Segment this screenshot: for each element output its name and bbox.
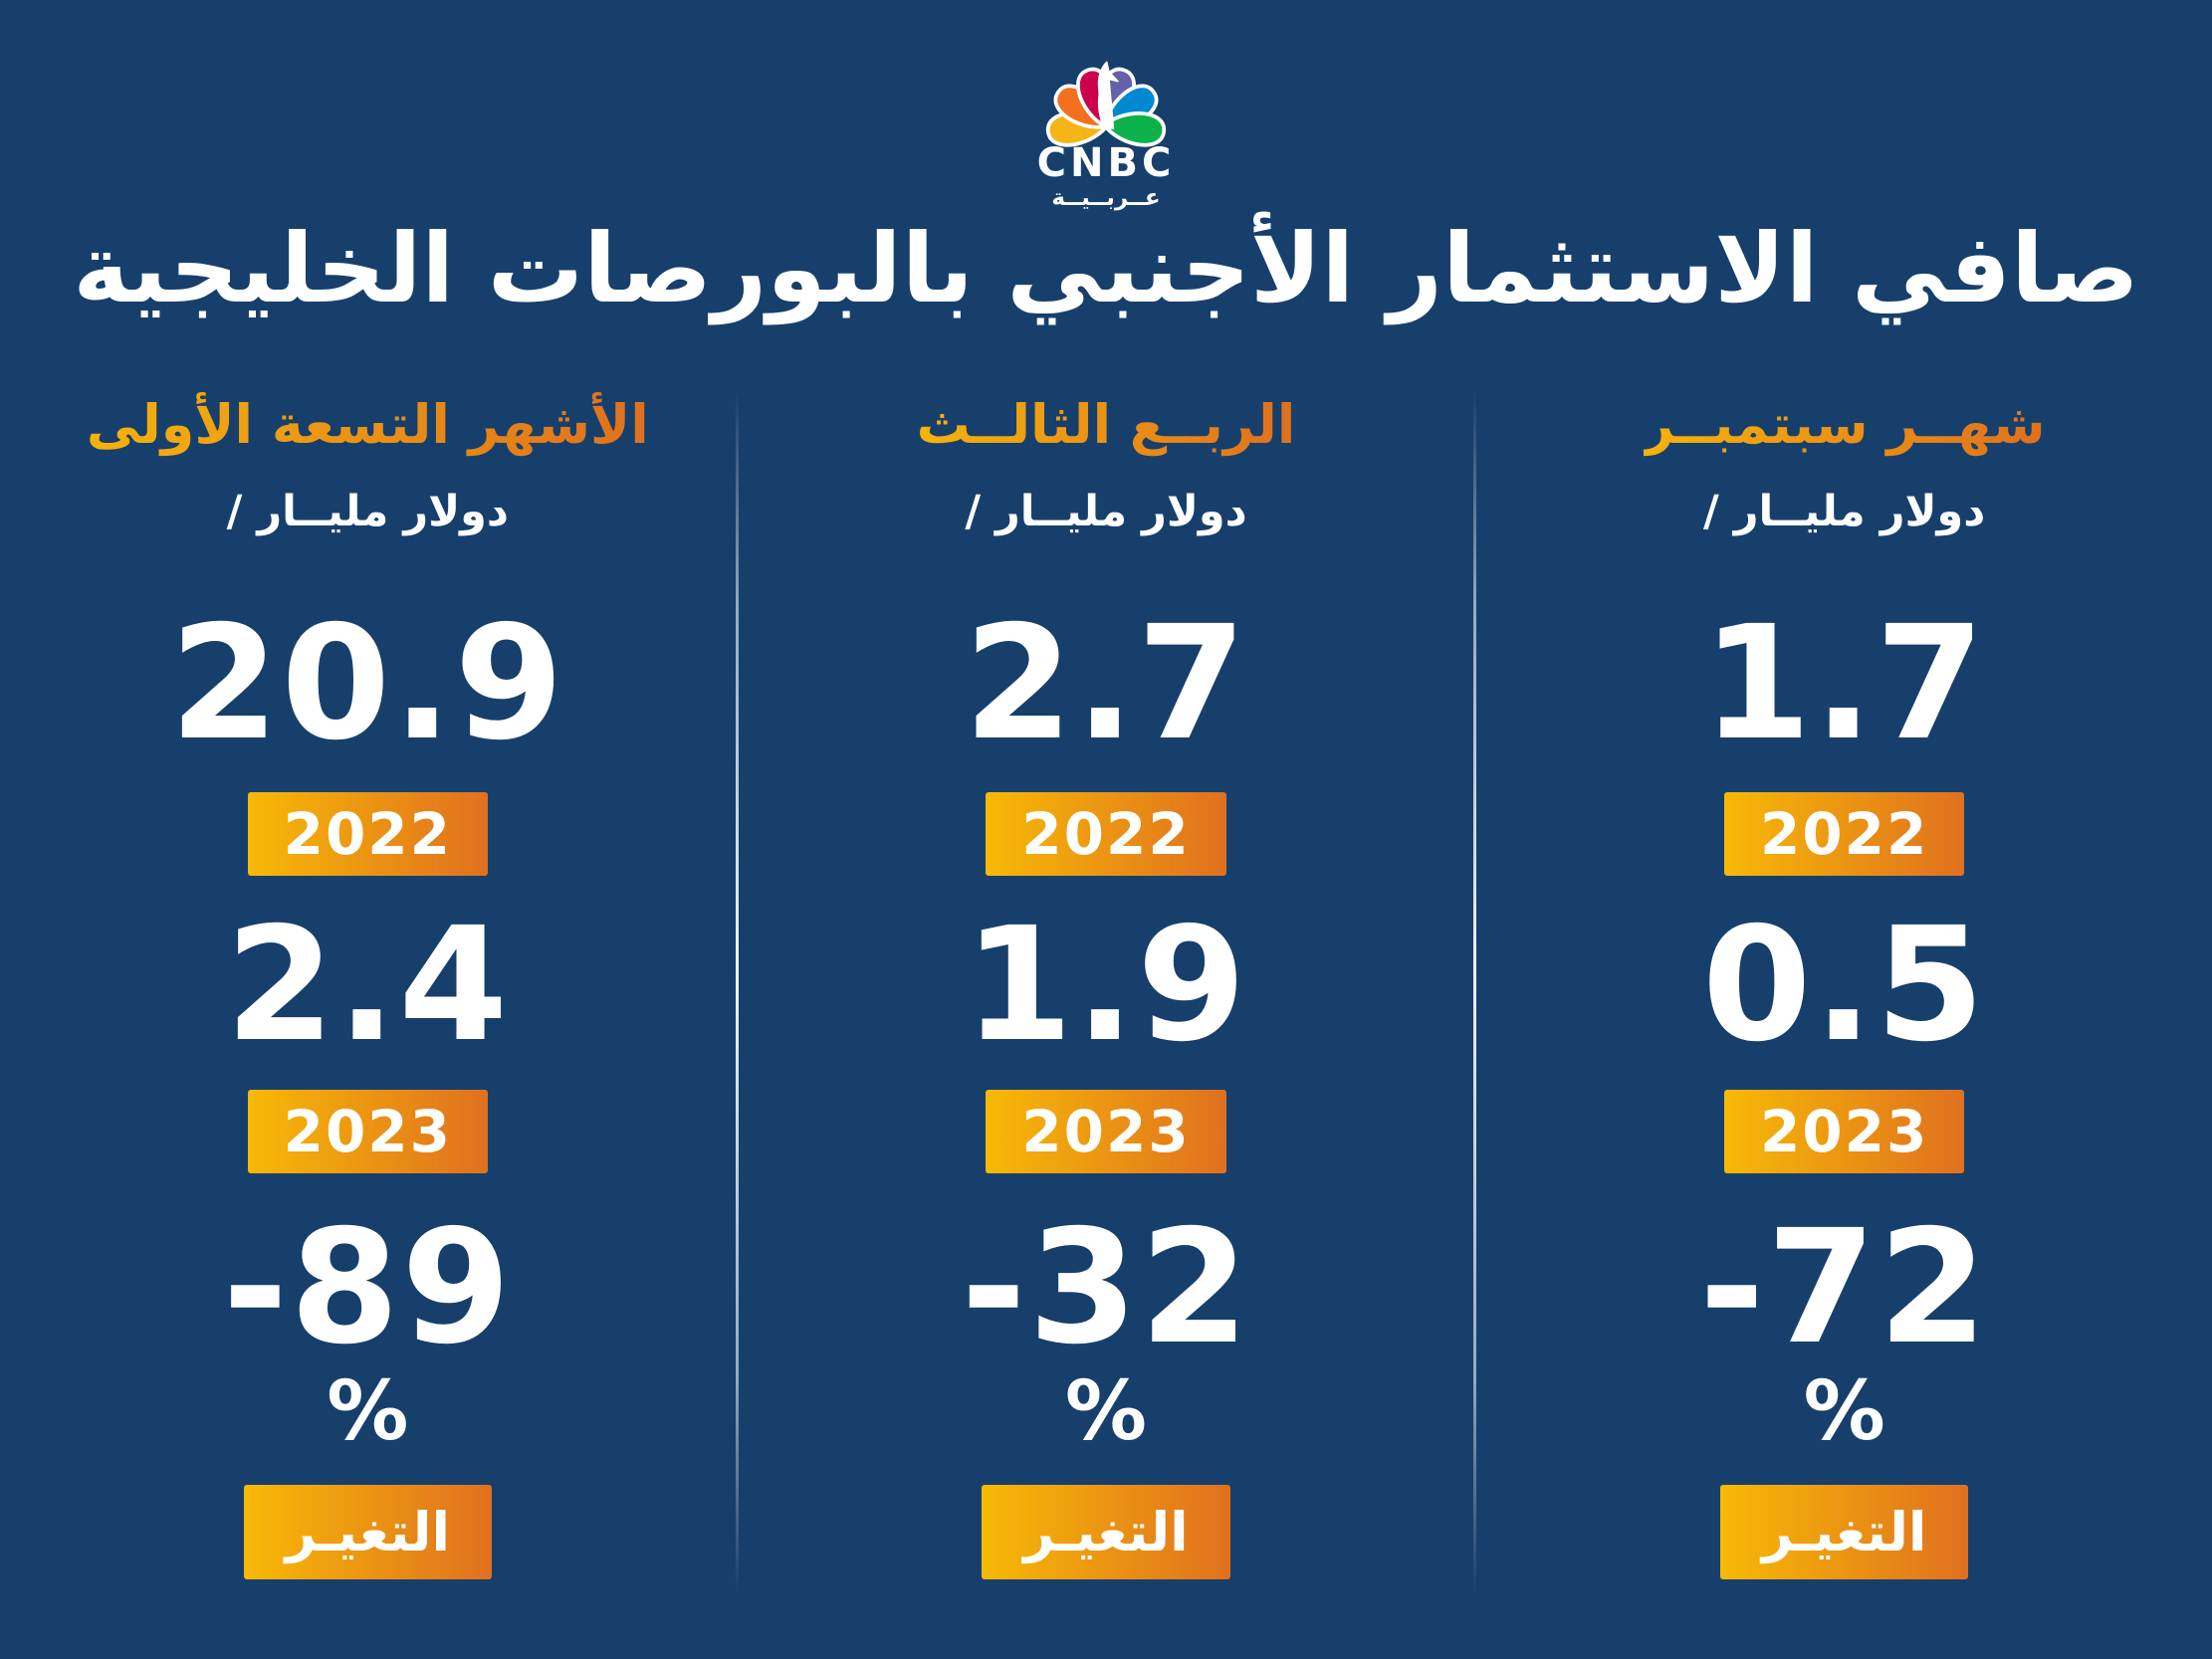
unit-word-dollar: دولار <box>1142 487 1247 536</box>
value-2023: 2.4 <box>225 894 511 1077</box>
column-divider <box>1473 390 1477 1594</box>
unit-word-dollar: دولار <box>403 487 509 536</box>
badge-year-2023: 2023 <box>986 1090 1226 1173</box>
page-title: صافي الاستثمار الأجنبي بالبورصات الخليجي… <box>73 213 2139 324</box>
change-value: -89 <box>222 1196 514 1379</box>
badge-change: التغيـر <box>243 1485 493 1579</box>
unit-word-billion: مليــار <box>257 487 389 536</box>
cnbc-arabia-logo: CNBC عــربــيــة <box>0 30 2212 213</box>
unit-word-billion: مليــار <box>1733 487 1866 536</box>
value-2023: 0.5 <box>1701 894 1987 1077</box>
column-header-september: شهــر سبتمبــر <box>1644 390 2046 460</box>
badge-change: التغيـر <box>1719 1485 1969 1579</box>
badge-year-2022: 2022 <box>1723 792 1965 876</box>
unit-word-billion: مليــار <box>995 487 1128 536</box>
unit-slash: / <box>1703 487 1719 536</box>
value-2022: 2.7 <box>964 592 1248 775</box>
arabia-wordmark: عــربــيــة <box>1051 185 1161 211</box>
unit-label: / مليــار دولار <box>965 482 1246 541</box>
column-divider <box>735 390 739 1594</box>
value-2023: 1.9 <box>964 894 1248 1077</box>
unit-label: / مليــار دولار <box>227 482 509 541</box>
unit-slash: / <box>226 487 243 536</box>
value-2022: 20.9 <box>169 592 566 775</box>
unit-label: / مليــار دولار <box>1703 482 1985 541</box>
column-september: شهــر سبتمبــر / مليــار دولار 1.7 2022 … <box>1476 390 2212 1594</box>
columns-row: شهــر سبتمبــر / مليــار دولار 1.7 2022 … <box>0 390 2212 1594</box>
cnbc-wordmark: CNBC <box>1036 140 1176 186</box>
change-value: -72 <box>1698 1196 1990 1379</box>
peacock-icon <box>1045 61 1167 147</box>
badge-change: التغيـر <box>982 1485 1230 1579</box>
badge-year-2022: 2022 <box>247 792 489 876</box>
badge-year-2022: 2022 <box>986 792 1226 876</box>
column-header-nine-months: الأشهر التسعة الأولى <box>87 390 649 460</box>
percent-sign: % <box>1803 1364 1885 1459</box>
unit-slash: / <box>965 487 982 536</box>
badge-year-2023: 2023 <box>247 1090 489 1173</box>
column-nine-months: الأشهر التسعة الأولى / مليــار دولار 20.… <box>0 390 736 1594</box>
column-q3: الربــع الثالــث / مليــار دولار 2.7 202… <box>739 390 1474 1594</box>
badge-year-2023: 2023 <box>1723 1090 1965 1173</box>
percent-sign: % <box>327 1364 409 1459</box>
change-value: -32 <box>961 1196 1251 1379</box>
percent-sign: % <box>1064 1364 1148 1459</box>
value-2022: 1.7 <box>1701 592 1987 775</box>
unit-word-dollar: دولار <box>1880 487 1986 536</box>
column-header-q3: الربــع الثالــث <box>917 390 1296 460</box>
